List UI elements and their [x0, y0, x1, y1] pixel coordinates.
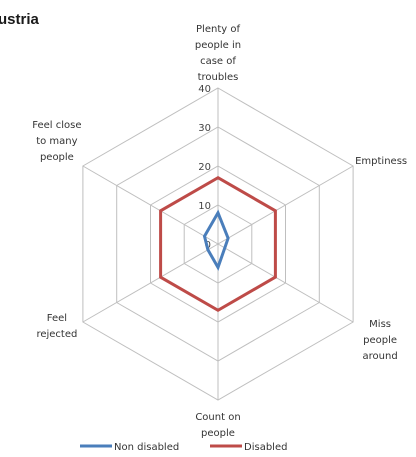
radar-grid	[82, 87, 354, 401]
legend-label-2: Disabled	[244, 442, 287, 453]
axis-label-4: Feel rejected	[36, 313, 77, 340]
legend-label-1: Non disabled	[114, 442, 179, 453]
data-series	[159, 175, 277, 313]
tick-label: 40	[198, 84, 211, 95]
axis-label-0: Plenty of people in case of troubles	[195, 24, 241, 83]
spoke-5	[82, 165, 219, 245]
tick-label: 30	[198, 123, 211, 134]
axis-label-1: Emptiness	[355, 156, 407, 167]
chart-title: ustria	[0, 11, 40, 28]
axis-label-5: Feel close to many people	[32, 120, 81, 163]
series-line-1	[202, 209, 230, 271]
spoke-2	[217, 243, 354, 323]
series-line-2	[159, 175, 277, 313]
axis-label-2: Miss people around	[363, 319, 398, 362]
legend: Non disabled Disabled	[80, 442, 287, 453]
spoke-4	[82, 243, 219, 323]
axis-label-3: Count on people	[195, 412, 240, 439]
spoke-1	[217, 165, 354, 245]
axis-labels: Plenty of people in case of troubles Emptine…	[32, 24, 407, 439]
tick-label: 10	[198, 201, 211, 212]
tick-label: 20	[198, 162, 211, 173]
